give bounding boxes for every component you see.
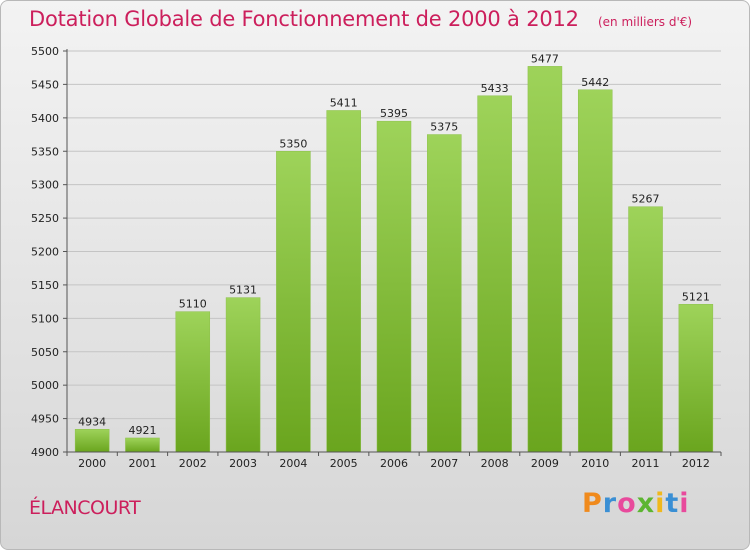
- commune-name: ÉLANCOURT: [29, 497, 141, 519]
- unit-note: (en milliers d'€): [597, 15, 693, 29]
- y-tick-label: 5300: [31, 179, 59, 192]
- x-tick-label: 2003: [229, 457, 257, 470]
- bar: [125, 437, 160, 453]
- logo-letter: t: [665, 488, 680, 519]
- y-tick-label: 5350: [31, 145, 59, 158]
- y-tick-label: 5500: [31, 45, 59, 58]
- bar: [527, 66, 563, 453]
- x-tick-label: 2001: [128, 457, 156, 470]
- bar: [678, 304, 714, 453]
- bar-value-label: 5442: [581, 76, 609, 89]
- bar-value-label: 5121: [682, 290, 710, 303]
- bar-value-label: 5395: [380, 107, 408, 120]
- logo-letter: r: [602, 488, 618, 519]
- logo-letter: x: [636, 488, 656, 519]
- bar-value-label: 5131: [229, 284, 257, 297]
- y-tick-label: 5100: [31, 312, 59, 325]
- bar: [74, 429, 110, 453]
- y-tick-label: 5000: [31, 379, 59, 392]
- chart-title: Dotation Globale de Fonctionnement de 20…: [29, 7, 579, 31]
- x-tick-label: 2010: [581, 457, 609, 470]
- x-tick-label: 2000: [78, 457, 106, 470]
- x-tick-label: 2006: [380, 457, 408, 470]
- y-tick-label: 5050: [31, 346, 59, 359]
- x-tick-label: 2004: [279, 457, 307, 470]
- y-tick-label: 5450: [31, 78, 59, 91]
- x-tick-label: 2012: [682, 457, 710, 470]
- y-tick-label: 4900: [31, 446, 59, 459]
- y-tick-label: 4950: [31, 413, 59, 426]
- logo-letter: o: [617, 488, 637, 519]
- bar: [477, 95, 512, 453]
- x-tick-label: 2008: [481, 457, 509, 470]
- x-tick-label: 2002: [179, 457, 207, 470]
- bar-value-label: 5267: [632, 193, 660, 206]
- bar-value-label: 5110: [179, 298, 207, 311]
- x-tick-label: 2005: [330, 457, 358, 470]
- chart-title-block: Dotation Globale de Fonctionnement de 20…: [29, 7, 692, 31]
- y-tick-label: 5200: [31, 246, 59, 259]
- x-tick-label: 2007: [430, 457, 458, 470]
- bar: [376, 120, 412, 453]
- bar-value-label: 5375: [430, 121, 458, 134]
- bar: [427, 134, 462, 453]
- bar-value-label: 4921: [128, 424, 156, 437]
- bar: [175, 311, 211, 453]
- y-tick-label: 5250: [31, 212, 59, 225]
- y-tick-label: 5400: [31, 112, 59, 125]
- bar-value-label: 5433: [481, 82, 509, 95]
- bar: [225, 297, 261, 453]
- bar-value-label: 4934: [78, 415, 106, 428]
- bar-value-label: 5411: [330, 96, 358, 109]
- logo-letter: i: [679, 488, 690, 519]
- bars: 4934 4921 5110 5131 5350 5411 5395 5375 5433 5477…: [74, 52, 714, 453]
- axes: 4900 4950 5000 5050 5100 5150 5200 5250 5300 5350…: [31, 45, 722, 470]
- bar: [628, 206, 663, 453]
- x-tick-label: 2011: [632, 457, 660, 470]
- y-tick-label: 5150: [31, 279, 59, 292]
- bar-value-label: 5350: [279, 137, 307, 150]
- bar: [326, 110, 361, 453]
- logo-letter: P: [582, 488, 603, 519]
- x-tick-label: 2009: [531, 457, 559, 470]
- proxiti-logo: Proxiti: [582, 488, 690, 519]
- bar: [577, 89, 613, 453]
- bar: [276, 151, 311, 453]
- logo-letter: i: [655, 488, 666, 519]
- bar-value-label: 5477: [531, 52, 559, 65]
